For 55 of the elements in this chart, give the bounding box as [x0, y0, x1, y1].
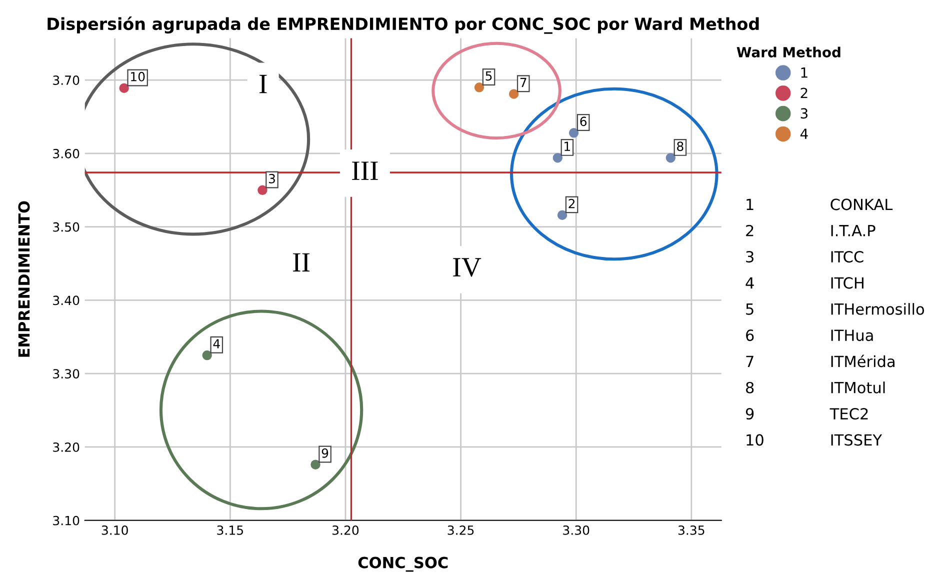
x-tick-label: 3.35 — [678, 525, 704, 535]
y-tick-label: 3.70 — [53, 76, 80, 85]
annotation: 1 — [564, 142, 570, 151]
point — [508, 89, 519, 99]
text: 1 CONKAL — [746, 198, 893, 210]
annotation: II — [293, 253, 310, 272]
legend-label: 4 — [800, 128, 808, 139]
annotation: III — [352, 162, 378, 180]
point — [258, 185, 268, 195]
text: 3 ITCC — [746, 251, 864, 263]
x-tick-label: 3.25 — [448, 525, 474, 535]
point — [568, 128, 579, 138]
point — [557, 210, 568, 220]
text: 8 ITMotul — [746, 382, 885, 394]
x-tick-label: 3.15 — [217, 525, 243, 535]
point — [119, 83, 129, 93]
legend-label: 3 — [800, 108, 808, 119]
legend-label: 1 — [801, 68, 808, 78]
chart-title: Dispersión agrupada de EMPRENDIMIENTO por CONC_SOC por Ward Method — [48, 16, 759, 34]
annotation: 3 — [268, 174, 275, 184]
annotation: 7 — [520, 78, 526, 88]
text: 6 ITHua — [746, 330, 873, 342]
annotation: 6 — [580, 116, 587, 126]
annotation: IV — [453, 258, 482, 277]
text: 9 TEC2 — [746, 408, 868, 420]
text: 5 ITHermosillo — [746, 303, 924, 315]
y-tick-label: 3.10 — [53, 516, 80, 526]
y-tick-label: 3.20 — [53, 442, 80, 452]
y-tick-label: 3.50 — [53, 222, 80, 232]
point — [202, 350, 212, 360]
text: 4 ITCH — [746, 277, 864, 289]
point — [310, 460, 320, 470]
y-tick-label: 3.30 — [53, 369, 80, 379]
point — [474, 82, 484, 92]
annotation: 10 — [131, 72, 145, 82]
text: 7 ITMérida — [746, 354, 894, 368]
y-tick-label: 3.60 — [53, 148, 80, 158]
annotation: 2 — [568, 198, 575, 208]
y-tick-label: 3.40 — [53, 296, 80, 306]
annotation: 5 — [486, 71, 492, 81]
annotation: 4 — [213, 339, 220, 348]
x-tick-label: 3.10 — [102, 525, 128, 535]
annotation: 8 — [677, 142, 684, 152]
point — [666, 152, 676, 163]
text: 2 I.T.A.P — [746, 224, 876, 236]
x-tick-label: 3.20 — [332, 525, 359, 535]
legend-title: Ward Method — [736, 46, 840, 58]
point — [552, 152, 563, 163]
legend-label: 2 — [800, 88, 808, 98]
x-tick-label: 3.30 — [563, 525, 590, 535]
text: 10 ITSSEY — [746, 434, 882, 446]
annotation: I — [259, 74, 267, 94]
annotation: 9 — [322, 448, 328, 458]
y-axis-title: EMPRENDIMIENTO — [18, 201, 30, 357]
x-axis-title: CONC_SOC — [358, 556, 448, 572]
